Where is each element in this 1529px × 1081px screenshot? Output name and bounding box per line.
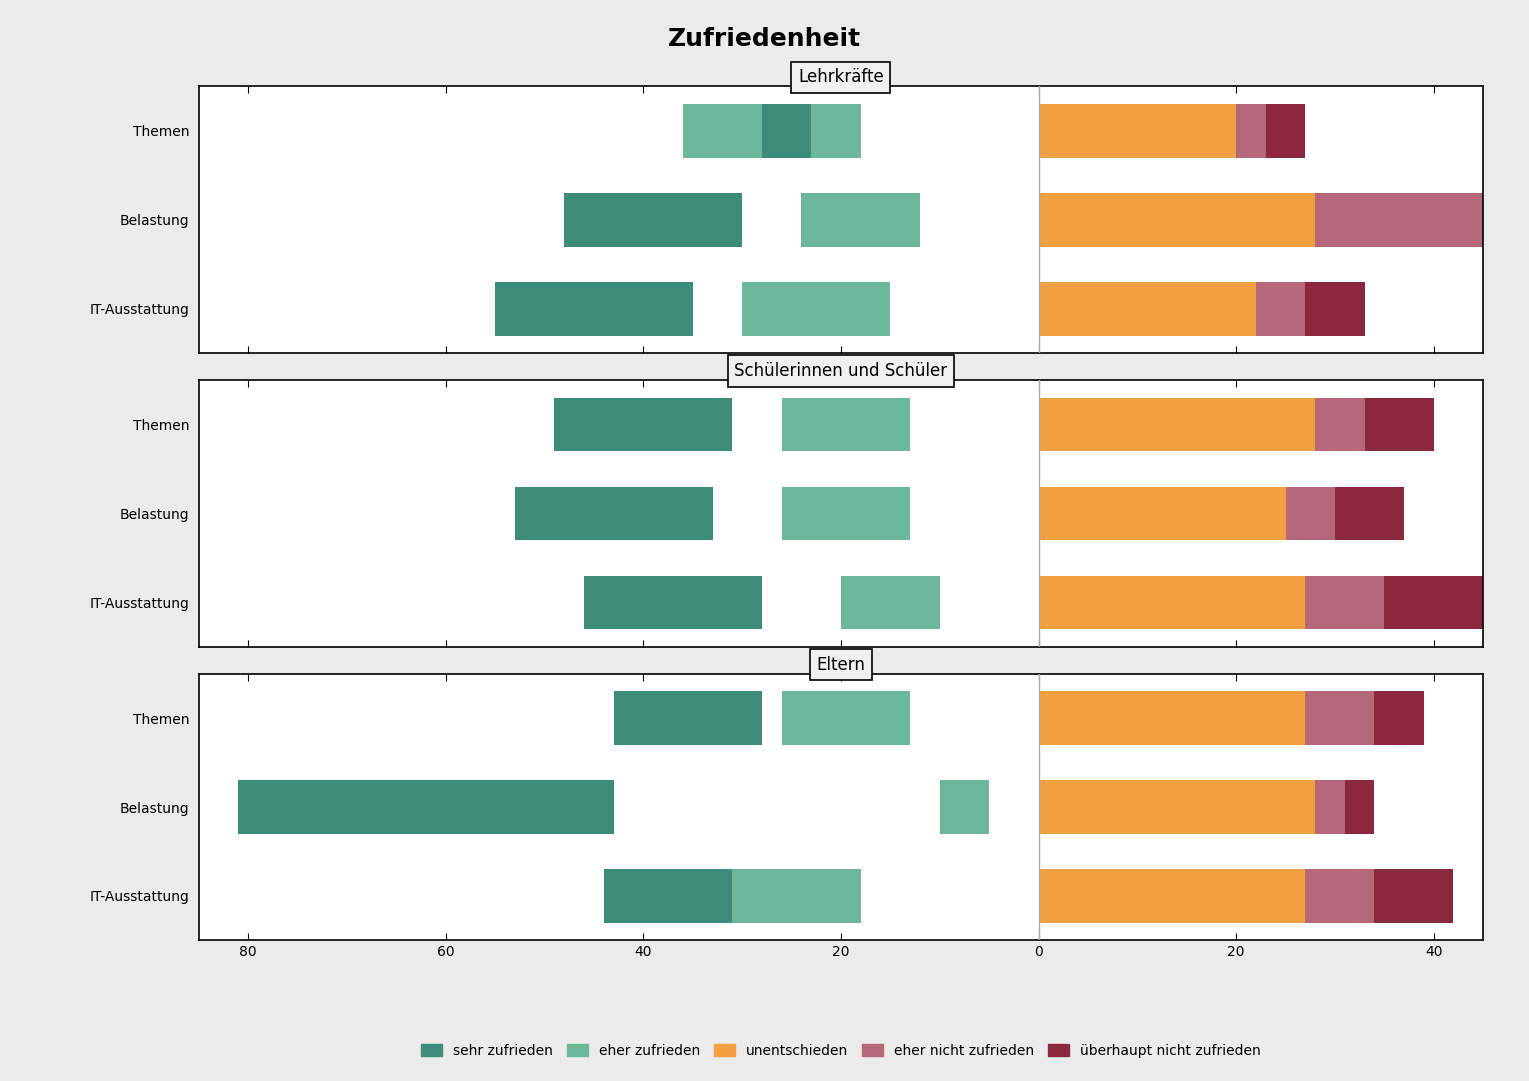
Bar <box>584 576 761 629</box>
Text: Zufriedenheit: Zufriedenheit <box>668 27 861 51</box>
Bar <box>1315 398 1364 451</box>
Title: Eltern: Eltern <box>816 655 865 673</box>
Bar <box>1038 398 1315 451</box>
Bar <box>683 104 861 158</box>
Bar <box>683 869 861 923</box>
Bar <box>604 869 732 923</box>
Legend: sehr zufrieden, eher zufrieden, unentschieden, eher nicht zufrieden, überhaupt n: sehr zufrieden, eher zufrieden, unentsch… <box>416 1038 1266 1064</box>
Bar <box>1235 104 1266 158</box>
Bar <box>515 486 713 540</box>
Bar <box>1306 576 1384 629</box>
Bar <box>495 282 693 335</box>
Bar <box>1038 282 1255 335</box>
Bar <box>1384 576 1523 629</box>
Bar <box>1306 692 1375 745</box>
Bar <box>613 692 761 745</box>
Bar <box>841 576 940 629</box>
Bar <box>1375 692 1423 745</box>
Bar <box>781 398 910 451</box>
Bar <box>555 398 732 451</box>
Bar <box>1038 104 1235 158</box>
Bar <box>801 193 920 246</box>
Bar <box>1038 486 1286 540</box>
Bar <box>1315 193 1483 246</box>
Bar <box>1375 869 1454 923</box>
Bar <box>742 282 890 335</box>
Bar <box>1038 692 1306 745</box>
Bar <box>940 780 989 833</box>
Bar <box>1306 282 1364 335</box>
Bar <box>1364 398 1434 451</box>
Bar <box>781 692 910 745</box>
Bar <box>1483 193 1529 246</box>
Bar <box>1266 104 1306 158</box>
Title: Schülerinnen und Schüler: Schülerinnen und Schüler <box>734 362 948 381</box>
Bar <box>1335 486 1404 540</box>
Bar <box>1306 869 1375 923</box>
Bar <box>1038 576 1306 629</box>
Bar <box>1346 780 1375 833</box>
Title: Lehrkräfte: Lehrkräfte <box>798 68 884 86</box>
Bar <box>1255 282 1306 335</box>
Bar <box>1038 869 1306 923</box>
Bar <box>1315 780 1346 833</box>
Bar <box>564 193 742 246</box>
Bar <box>781 486 910 540</box>
Bar <box>1038 193 1315 246</box>
Bar <box>239 780 613 833</box>
Bar <box>761 104 812 158</box>
Bar <box>1286 486 1335 540</box>
Bar <box>1038 780 1315 833</box>
